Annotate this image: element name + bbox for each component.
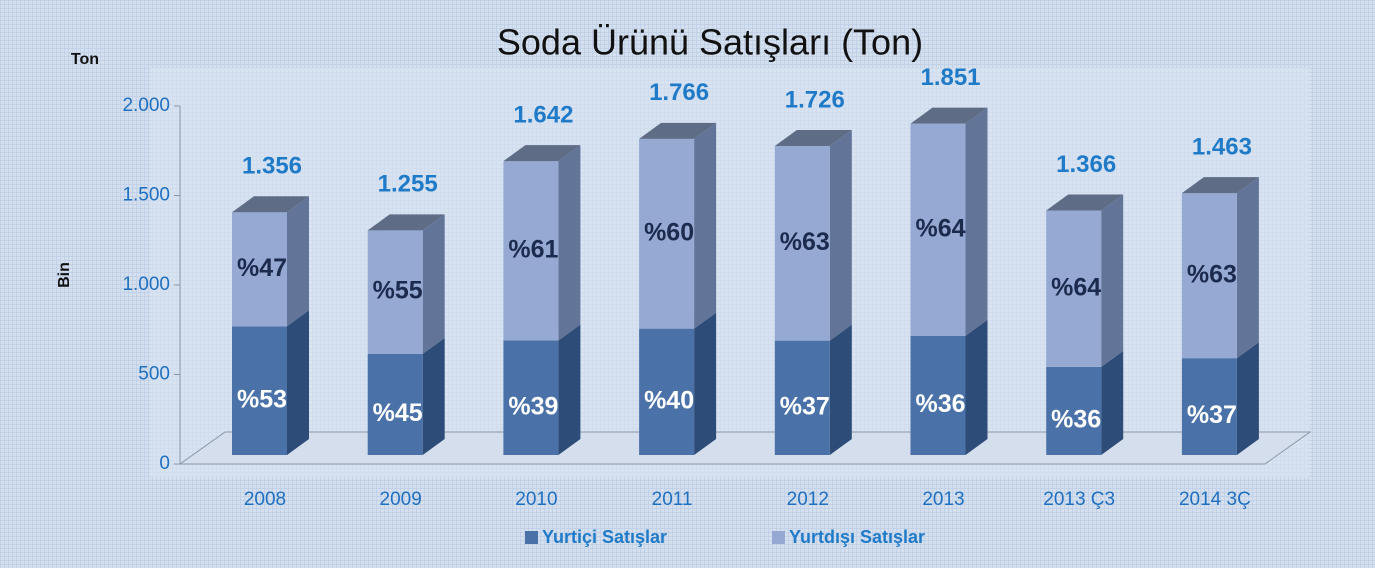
total-label: 1.356	[242, 153, 302, 180]
y-axis-label: Bin	[56, 262, 73, 288]
bar	[910, 123, 966, 336]
share-label: %39	[508, 392, 558, 420]
total-label: 1.463	[1192, 133, 1252, 160]
x-tick-label: 2009	[380, 489, 422, 510]
bar	[910, 335, 966, 455]
legend-label: Yurtiçi Satışlar	[542, 527, 667, 547]
share-label: %37	[780, 392, 830, 420]
bar	[774, 146, 830, 341]
bar	[367, 353, 423, 455]
bar-side	[694, 122, 717, 329]
x-tick-label: 2013 Ç3	[1043, 489, 1115, 510]
total-label: 1.366	[1056, 151, 1116, 178]
share-label: %63	[780, 228, 830, 256]
x-tick-label: 2011	[652, 489, 693, 510]
share-label: %47	[237, 254, 287, 282]
share-label: %53	[237, 385, 287, 413]
share-label: %37	[1187, 401, 1237, 429]
bar	[1181, 358, 1237, 455]
bar-side	[1236, 177, 1259, 359]
bar	[1046, 210, 1102, 367]
share-label: %36	[915, 390, 965, 418]
bar-side	[965, 107, 988, 336]
share-label: %63	[1187, 260, 1237, 288]
bar-top	[639, 122, 717, 139]
x-tick-label: 2013	[922, 489, 964, 510]
y-tick-label: 0	[159, 453, 170, 474]
bar-side	[694, 312, 717, 455]
bar-side	[1236, 342, 1259, 455]
share-label: %55	[373, 277, 423, 305]
y-tick-label: 1.500	[122, 185, 170, 206]
bar-top	[1046, 194, 1124, 211]
bar-side	[965, 319, 988, 455]
bar	[639, 138, 695, 329]
bar	[1046, 366, 1102, 455]
total-label: 1.255	[378, 171, 438, 198]
bar-top	[1181, 177, 1259, 194]
bar	[774, 340, 830, 455]
bar-side	[829, 324, 852, 455]
share-label: %40	[644, 386, 694, 414]
bar	[503, 161, 559, 341]
bar-top	[774, 130, 852, 147]
bar	[367, 230, 423, 354]
bar-top	[910, 107, 988, 124]
legend-label: Yurtdışı Satışlar	[789, 527, 925, 547]
y-unit-label: Ton	[71, 51, 99, 68]
bar	[639, 328, 695, 455]
share-label: %60	[644, 218, 694, 246]
bar-top	[503, 145, 581, 162]
total-label: 1.851	[920, 64, 980, 91]
bar-side	[422, 214, 445, 354]
bar-top	[232, 196, 309, 213]
bar	[232, 326, 287, 455]
share-label: %36	[1051, 406, 1101, 434]
total-label: 1.726	[785, 86, 845, 113]
bar	[503, 340, 559, 455]
bar	[1181, 193, 1237, 359]
floor	[178, 431, 1312, 465]
chart-title: Soda Ürünü Satışları (Ton)	[497, 22, 923, 63]
x-tick-label: 2014 3Ç	[1179, 489, 1251, 510]
bar-side	[1101, 194, 1124, 367]
share-label: %64	[915, 214, 965, 242]
bar-side	[287, 196, 309, 327]
bar-side	[422, 337, 445, 455]
share-label: %61	[508, 235, 558, 263]
bar-side	[287, 310, 309, 455]
bar-side	[829, 130, 852, 341]
bar-top	[367, 214, 445, 231]
x-tick-label: 2010	[515, 489, 557, 510]
x-tick-label: 2008	[244, 489, 286, 510]
y-tick-label: 1.000	[122, 274, 170, 295]
x-tick-label: 2012	[787, 489, 829, 510]
bar	[232, 212, 287, 327]
plot-panel	[150, 68, 1310, 478]
legend-swatch	[772, 531, 785, 544]
bar-side	[558, 145, 581, 341]
share-label: %45	[373, 399, 423, 427]
total-label: 1.766	[649, 79, 709, 106]
y-tick-label: 2.000	[122, 95, 170, 116]
legend-swatch	[525, 531, 538, 544]
share-label: %64	[1051, 273, 1101, 301]
total-label: 1.642	[513, 101, 573, 128]
y-tick-label: 500	[138, 364, 170, 385]
bar-side	[1101, 350, 1124, 455]
bar-side	[558, 324, 581, 455]
